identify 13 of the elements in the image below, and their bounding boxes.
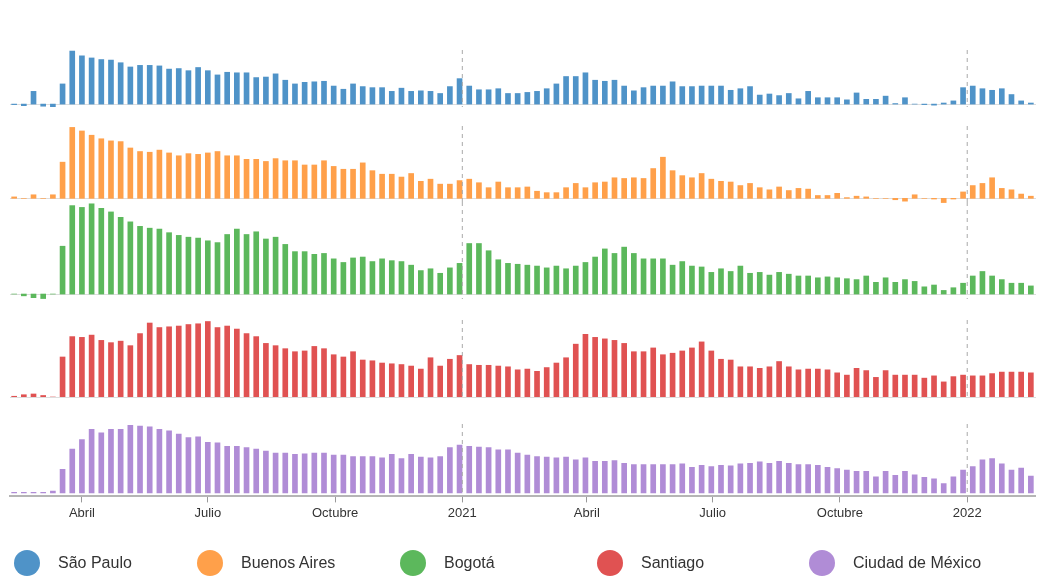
x-tick-label: Octubre xyxy=(311,504,359,520)
legend-label: São Paulo xyxy=(58,554,132,572)
x-tick-label: Abril xyxy=(68,504,96,520)
legend-label: Ciudad de México xyxy=(853,554,982,572)
x-tick-label: 2021 xyxy=(447,504,477,520)
legend-label: Buenos Aires xyxy=(241,554,336,572)
x-tick-label: Julio xyxy=(194,504,222,520)
legend-label: Santiago xyxy=(641,554,705,572)
x-tick-label: Abril xyxy=(573,504,600,520)
x-tick-label: Julio xyxy=(699,504,727,520)
x-tick-label: 2022 xyxy=(952,504,982,520)
legend-label: Bogotá xyxy=(444,554,495,572)
x-tick-label: Octubre xyxy=(816,504,864,520)
